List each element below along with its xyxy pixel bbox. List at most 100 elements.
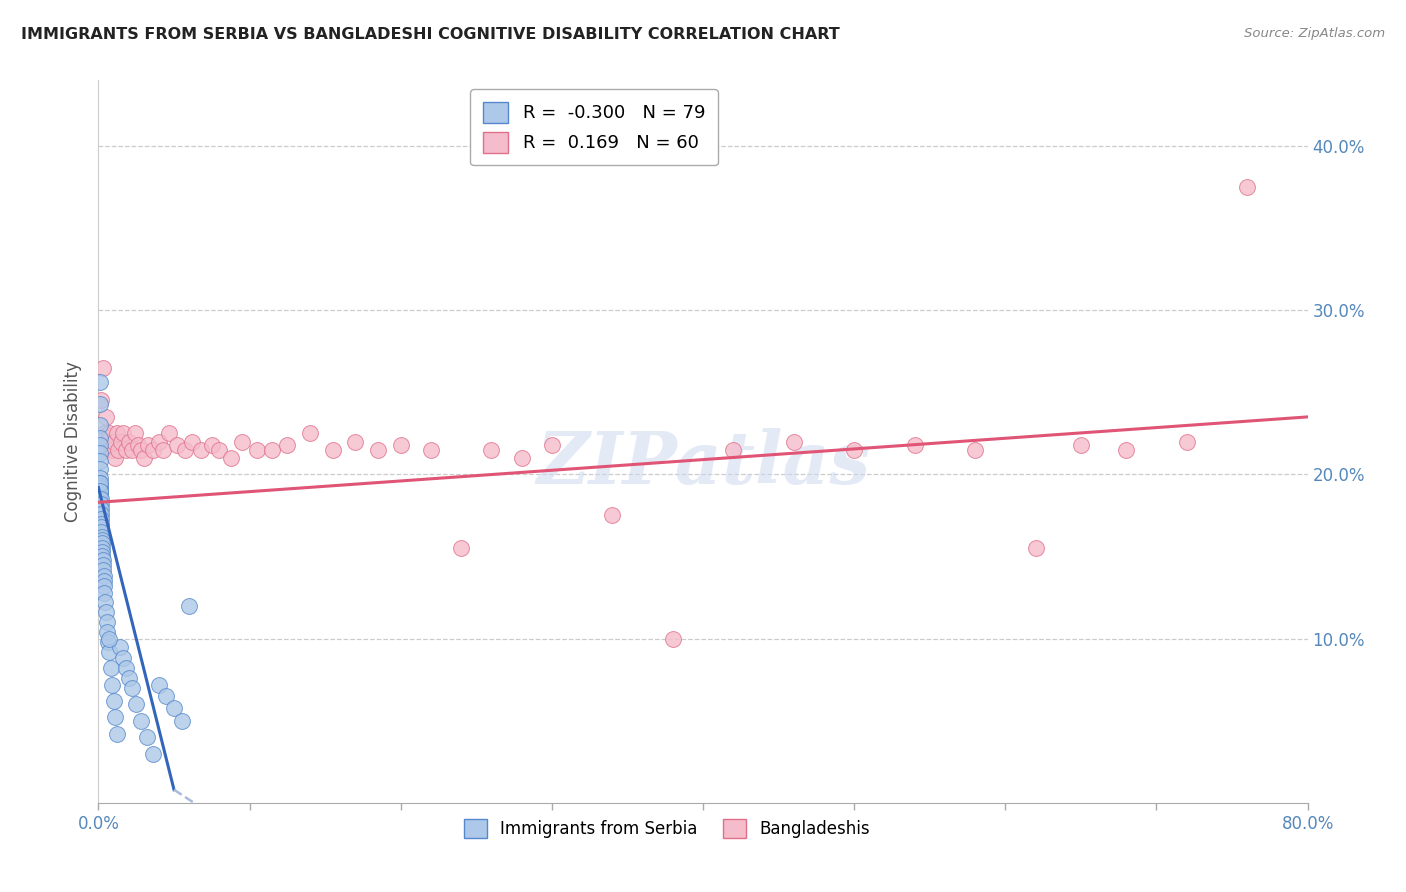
Point bbox=[148, 677, 170, 691]
Point bbox=[132, 450, 155, 465]
Point bbox=[904, 438, 927, 452]
Point bbox=[173, 442, 195, 457]
Point bbox=[93, 579, 115, 593]
Point bbox=[91, 553, 114, 567]
Point bbox=[89, 418, 111, 433]
Point bbox=[91, 563, 114, 577]
Point bbox=[114, 442, 136, 457]
Point bbox=[94, 409, 117, 424]
Point bbox=[98, 426, 121, 441]
Point bbox=[90, 501, 112, 516]
Point bbox=[103, 694, 125, 708]
Point bbox=[89, 470, 111, 484]
Point bbox=[190, 442, 212, 457]
Point bbox=[89, 493, 111, 508]
Point bbox=[118, 434, 141, 449]
Point bbox=[89, 481, 111, 495]
Point bbox=[91, 360, 114, 375]
Point bbox=[723, 442, 745, 457]
Point bbox=[152, 442, 174, 457]
Point bbox=[91, 558, 114, 572]
Point bbox=[181, 434, 204, 449]
Point bbox=[344, 434, 367, 449]
Point bbox=[89, 507, 111, 521]
Point bbox=[166, 438, 188, 452]
Point bbox=[96, 615, 118, 630]
Point bbox=[89, 491, 111, 505]
Point bbox=[90, 497, 112, 511]
Point bbox=[101, 677, 124, 691]
Point bbox=[1236, 180, 1258, 194]
Point bbox=[90, 491, 112, 506]
Point bbox=[91, 544, 114, 558]
Y-axis label: Cognitive Disability: Cognitive Disability bbox=[63, 361, 82, 522]
Point bbox=[367, 442, 389, 457]
Point bbox=[262, 442, 284, 457]
Point bbox=[125, 698, 148, 712]
Point bbox=[121, 442, 143, 457]
Point bbox=[107, 442, 129, 457]
Point bbox=[104, 450, 127, 465]
Point bbox=[420, 442, 443, 457]
Text: ZIPatlas: ZIPatlas bbox=[536, 428, 870, 499]
Point bbox=[96, 625, 118, 640]
Point bbox=[602, 508, 624, 523]
Point bbox=[89, 483, 111, 498]
Point bbox=[135, 730, 157, 744]
Point bbox=[98, 645, 121, 659]
Point bbox=[89, 475, 111, 490]
Point bbox=[89, 483, 111, 498]
Point bbox=[89, 454, 111, 468]
Point bbox=[510, 450, 533, 465]
Point bbox=[90, 516, 112, 531]
Point bbox=[322, 442, 344, 457]
Point bbox=[540, 438, 562, 452]
Point bbox=[104, 710, 127, 724]
Point bbox=[89, 479, 111, 493]
Point bbox=[661, 632, 683, 646]
Point bbox=[93, 569, 115, 583]
Point bbox=[299, 426, 322, 441]
Point bbox=[965, 442, 987, 457]
Point bbox=[89, 524, 111, 539]
Point bbox=[155, 689, 177, 703]
Legend: Immigrants from Serbia, Bangladeshis: Immigrants from Serbia, Bangladeshis bbox=[457, 813, 876, 845]
Point bbox=[159, 426, 181, 441]
Point bbox=[89, 487, 111, 501]
Point bbox=[100, 661, 122, 675]
Point bbox=[108, 640, 131, 654]
Point bbox=[89, 442, 111, 457]
Point bbox=[1024, 541, 1046, 556]
Point bbox=[481, 442, 503, 457]
Point bbox=[246, 442, 269, 457]
Point bbox=[111, 426, 134, 441]
Point bbox=[110, 434, 132, 449]
Point bbox=[93, 426, 115, 441]
Point bbox=[90, 533, 112, 547]
Point bbox=[89, 503, 111, 517]
Point bbox=[100, 438, 122, 452]
Point bbox=[89, 528, 111, 542]
Point bbox=[97, 635, 120, 649]
Point bbox=[103, 434, 125, 449]
Point bbox=[89, 431, 111, 445]
Point bbox=[93, 585, 115, 599]
Point bbox=[231, 434, 253, 449]
Point bbox=[136, 438, 159, 452]
Point bbox=[89, 446, 111, 460]
Point bbox=[89, 516, 111, 531]
Point bbox=[90, 393, 112, 408]
Point bbox=[90, 507, 112, 521]
Point bbox=[118, 671, 141, 685]
Point bbox=[163, 700, 186, 714]
Point bbox=[276, 438, 298, 452]
Point bbox=[89, 515, 111, 529]
Point bbox=[844, 442, 866, 457]
Point bbox=[89, 520, 111, 534]
Point bbox=[90, 530, 112, 544]
Point bbox=[208, 442, 231, 457]
Point bbox=[179, 599, 201, 613]
Point bbox=[1115, 442, 1137, 457]
Point bbox=[201, 438, 224, 452]
Point bbox=[89, 523, 111, 537]
